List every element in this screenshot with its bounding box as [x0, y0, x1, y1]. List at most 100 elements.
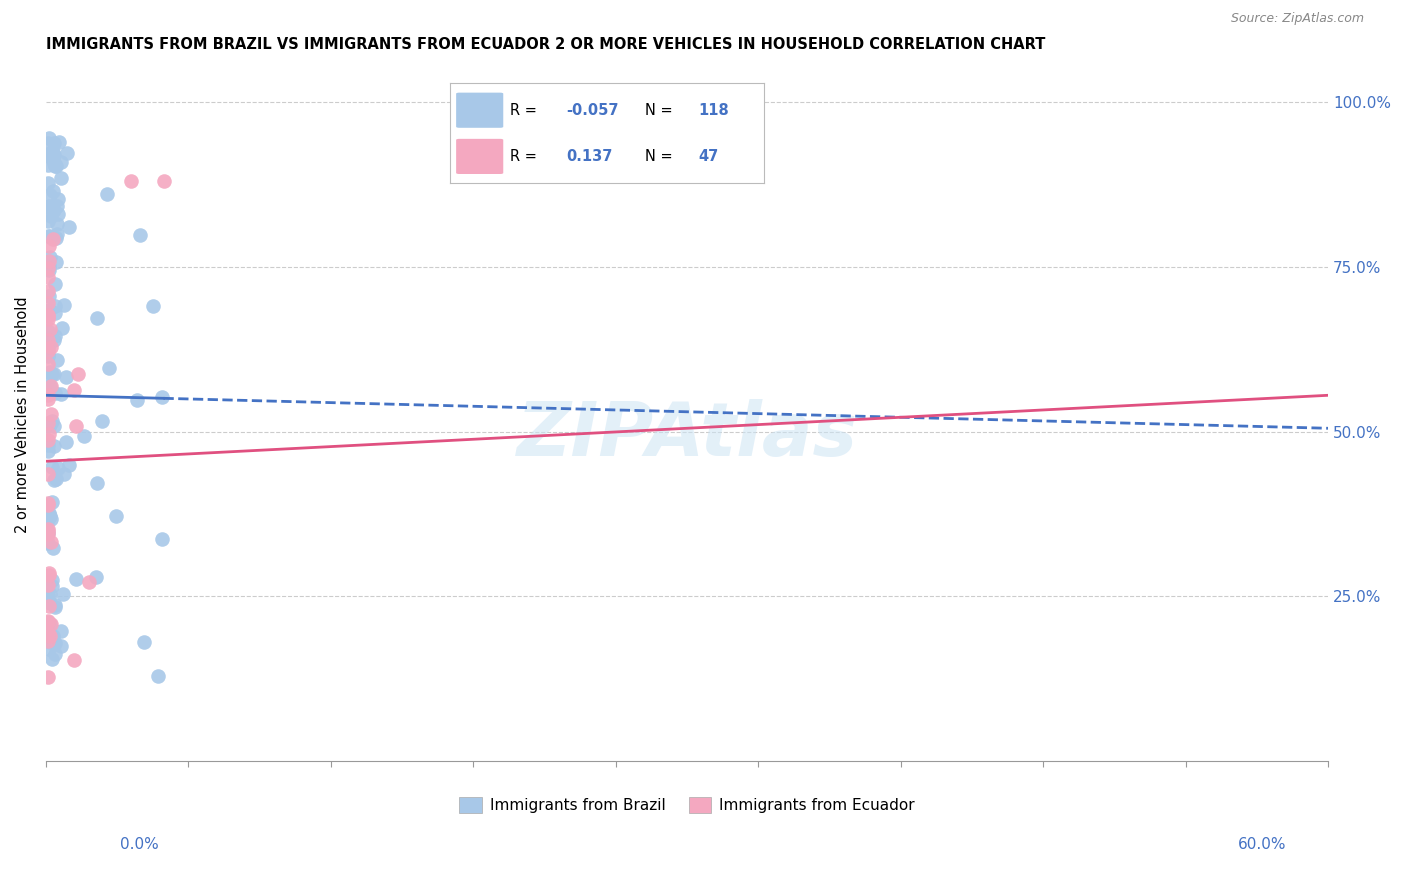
Point [44, 600, 66, 615]
Point [41, 460, 63, 475]
Point [38, 199, 60, 213]
Point [39, 209, 62, 223]
Point [38, 629, 60, 643]
Point [86, 475, 108, 490]
Point [38, 599, 60, 614]
Point [44, 277, 66, 291]
Point [150, 532, 173, 546]
Point [37, 512, 59, 526]
Point [42, 333, 65, 347]
Point [44, 598, 66, 612]
Point [39, 341, 62, 355]
Point [41, 232, 63, 246]
Point [37, 348, 59, 362]
Point [45, 217, 67, 231]
Text: IMMIGRANTS FROM BRAZIL VS IMMIGRANTS FROM ECUADOR 2 OR MORE VEHICLES IN HOUSEHOL: IMMIGRANTS FROM BRAZIL VS IMMIGRANTS FRO… [46, 37, 1045, 53]
Point [51, 321, 73, 335]
Point [37, 228, 59, 243]
Point [38, 145, 60, 160]
Point [38, 566, 60, 580]
Point [53, 298, 76, 312]
Point [37, 158, 59, 172]
Point [38, 567, 60, 582]
Point [39, 379, 62, 393]
Point [38, 506, 60, 520]
Point [37, 310, 59, 324]
Point [39, 635, 62, 649]
Point [39, 366, 62, 380]
Point [49, 624, 72, 639]
Point [44, 636, 66, 650]
Point [42, 439, 65, 453]
Point [65, 572, 87, 586]
Point [38, 239, 60, 253]
Point [42, 184, 65, 198]
Point [37, 524, 59, 538]
Point [39, 417, 62, 432]
Point [41, 147, 63, 161]
Point [41, 414, 63, 428]
Point [44, 159, 66, 173]
Point [105, 509, 128, 524]
Point [45, 227, 67, 241]
Point [53, 467, 76, 482]
Point [37, 536, 59, 550]
Point [42, 473, 65, 487]
Point [41, 652, 63, 666]
Point [128, 228, 150, 243]
Point [37, 589, 59, 603]
Point [41, 629, 63, 643]
Point [37, 308, 59, 322]
Text: ZIPAtlas: ZIPAtlas [516, 400, 858, 473]
Point [127, 392, 149, 407]
Point [42, 541, 65, 556]
Point [37, 443, 59, 458]
Point [52, 587, 75, 601]
Point [42, 367, 65, 381]
Point [37, 522, 59, 536]
Point [65, 419, 87, 434]
Point [37, 214, 59, 228]
Point [37, 200, 59, 214]
Point [132, 635, 155, 649]
Point [39, 616, 62, 631]
Point [44, 329, 66, 343]
Point [98, 360, 121, 375]
Point [48, 192, 70, 206]
Point [46, 207, 69, 221]
Point [37, 349, 59, 363]
Point [39, 617, 62, 632]
Point [37, 416, 59, 430]
Point [37, 670, 59, 684]
Point [39, 228, 62, 243]
Point [37, 498, 59, 512]
Point [73, 428, 96, 442]
Point [152, 174, 174, 188]
Point [42, 145, 65, 160]
Point [37, 311, 59, 326]
Point [37, 526, 59, 541]
Point [42, 136, 65, 150]
Text: 60.0%: 60.0% [1239, 838, 1286, 852]
Point [37, 337, 59, 351]
Point [37, 136, 59, 150]
Point [42, 419, 65, 434]
Point [62, 653, 84, 667]
Point [146, 668, 169, 682]
Point [96, 186, 118, 201]
Point [39, 512, 62, 526]
Point [150, 390, 173, 404]
Point [39, 407, 62, 421]
Point [142, 299, 165, 313]
Point [62, 384, 84, 398]
Point [37, 269, 59, 284]
Point [49, 640, 72, 654]
Point [46, 199, 69, 213]
Point [37, 496, 59, 510]
Point [45, 255, 67, 269]
Point [58, 458, 80, 473]
Point [38, 250, 60, 264]
Point [38, 509, 60, 524]
Point [38, 641, 60, 656]
Point [37, 392, 59, 406]
